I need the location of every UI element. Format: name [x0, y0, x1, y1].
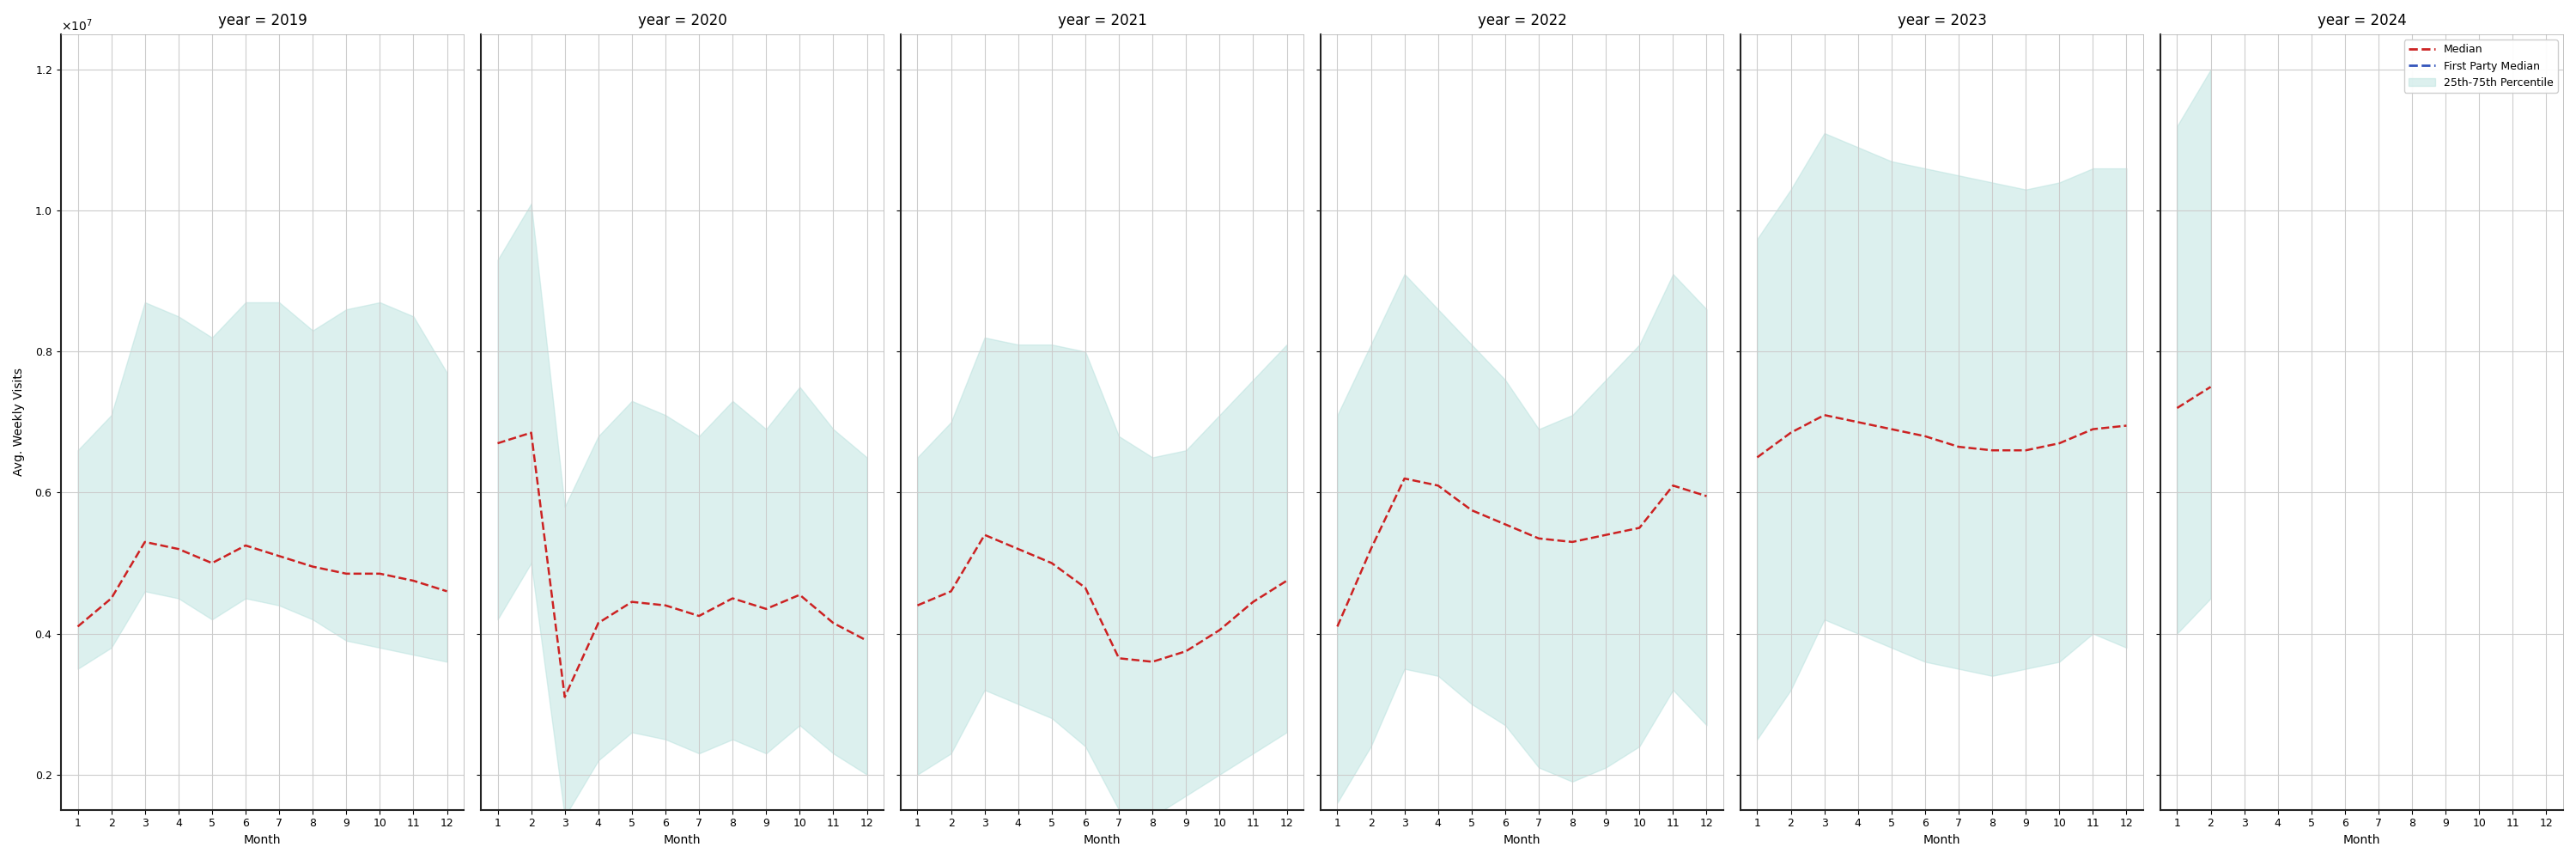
Median [2161, 403, 2192, 413]
Median [1236, 597, 1267, 607]
Median [363, 569, 394, 579]
Median [1170, 646, 1200, 656]
X-axis label: Month: Month [665, 834, 701, 846]
Line: Median: Median [917, 535, 1288, 661]
Median [1321, 621, 1352, 631]
X-axis label: Month: Month [2344, 834, 2380, 846]
Median [263, 551, 294, 561]
Line: Median: Median [497, 433, 868, 697]
Median [515, 428, 546, 438]
Median [1589, 530, 1620, 540]
Median [1355, 544, 1386, 554]
Median [549, 691, 580, 702]
Median [2043, 438, 2074, 448]
Median [482, 438, 513, 448]
Median [1489, 519, 1520, 529]
Median [853, 636, 884, 646]
Median [683, 611, 714, 621]
Median [2195, 381, 2226, 392]
Median [1976, 445, 2007, 455]
X-axis label: Month: Month [1084, 834, 1121, 846]
X-axis label: Month: Month [245, 834, 281, 846]
Median [1656, 480, 1687, 490]
X-axis label: Month: Month [1924, 834, 1960, 846]
Median [397, 576, 428, 586]
Title: year = 2021: year = 2021 [1059, 13, 1146, 28]
Median [1069, 582, 1100, 593]
Title: year = 2023: year = 2023 [1899, 13, 1986, 28]
Median [1842, 417, 1873, 427]
Median [1909, 431, 1940, 442]
Median [902, 600, 933, 611]
Title: year = 2024: year = 2024 [2318, 13, 2406, 28]
Line: Median: Median [2177, 387, 2210, 408]
Median [649, 600, 680, 611]
Line: Median: Median [1757, 415, 2125, 457]
Line: Median: Median [77, 542, 448, 626]
Median [716, 594, 747, 604]
Median [1775, 428, 1806, 438]
Median [2009, 445, 2040, 455]
Median [1273, 576, 1303, 586]
Median [1741, 452, 1772, 462]
Median [2110, 421, 2141, 431]
Median [1690, 491, 1721, 502]
Median [95, 594, 126, 604]
Median [817, 618, 848, 628]
Median [62, 621, 93, 631]
Median [750, 604, 781, 614]
Median [1422, 480, 1453, 490]
Median [616, 597, 647, 607]
Median [1875, 424, 1906, 435]
Median [162, 544, 193, 554]
Median [1203, 624, 1234, 635]
Median [582, 618, 613, 628]
Median [1556, 537, 1587, 547]
Median [1623, 522, 1654, 533]
Median [296, 562, 327, 572]
Median [330, 569, 361, 579]
Median [129, 537, 160, 547]
Median [1136, 656, 1167, 667]
Median [1388, 473, 1419, 484]
Median [196, 558, 227, 569]
Title: year = 2020: year = 2020 [639, 13, 726, 28]
Median [783, 589, 814, 600]
Line: Median: Median [1337, 478, 1705, 626]
Legend: Median, First Party Median, 25th-75th Percentile: Median, First Party Median, 25th-75th Pe… [2403, 40, 2558, 93]
Title: year = 2022: year = 2022 [1479, 13, 1566, 28]
Median [1455, 505, 1486, 515]
Median [1942, 442, 1973, 452]
Y-axis label: Avg. Weekly Visits: Avg. Weekly Visits [13, 368, 26, 476]
Median [935, 586, 966, 596]
Median [969, 530, 999, 540]
X-axis label: Month: Month [1504, 834, 1540, 846]
Median [229, 540, 260, 551]
Median [1522, 533, 1553, 544]
Median [1808, 410, 1839, 420]
Title: year = 2019: year = 2019 [219, 13, 307, 28]
Median [1002, 544, 1033, 554]
Median [1103, 653, 1133, 663]
Median [2076, 424, 2107, 435]
Median [1036, 558, 1066, 569]
Median [433, 586, 464, 596]
